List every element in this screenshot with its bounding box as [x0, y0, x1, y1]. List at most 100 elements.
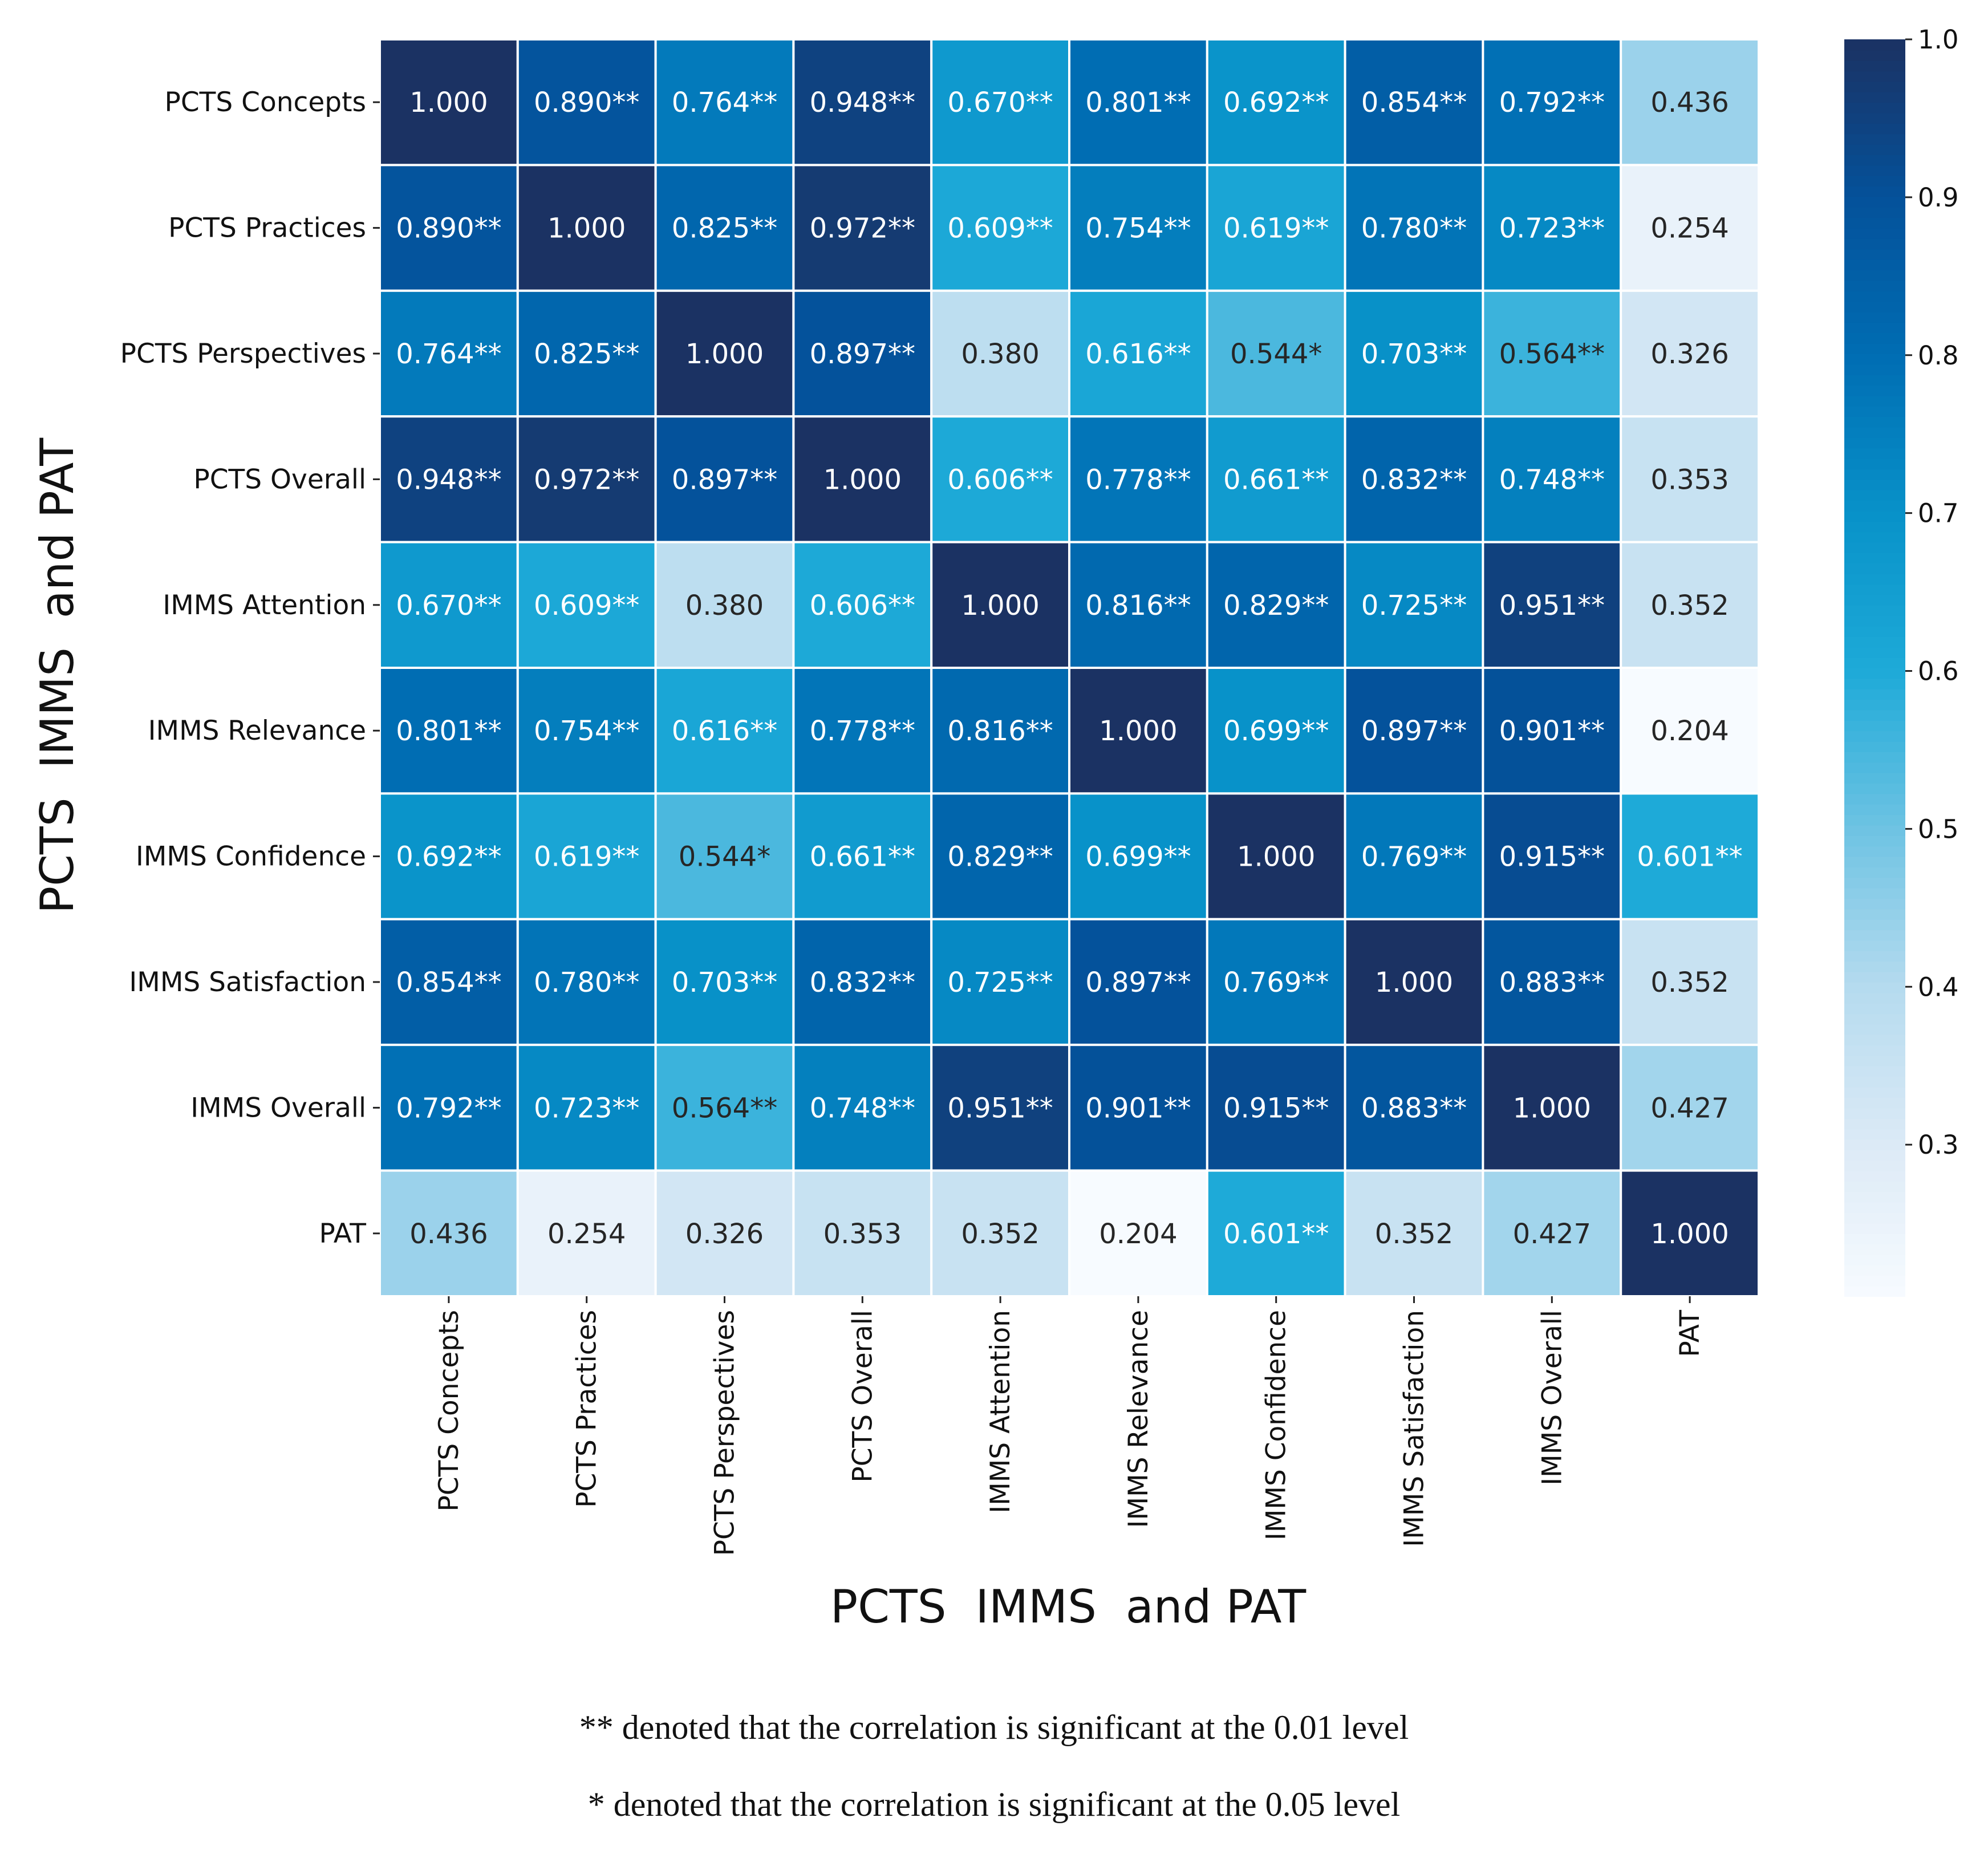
cell-annotation: 0.661** [1223, 464, 1329, 496]
colorbar-segment [1844, 1118, 1905, 1130]
colorbar-segment [1844, 877, 1905, 889]
colorbar-segment [1844, 1191, 1905, 1203]
heatmap-cell [516, 1044, 657, 1172]
heatmap-cell [1068, 918, 1208, 1046]
heatmap-cell [1482, 1169, 1622, 1298]
colorbar-segment [1844, 521, 1905, 533]
heatmap-cell [1482, 792, 1622, 920]
colorbar-segment [1844, 123, 1905, 135]
heatmap-cell [1620, 415, 1760, 543]
colorbar-tick-label: 0.8 [1918, 340, 1959, 371]
colorbar-segment [1844, 1129, 1905, 1140]
cell-annotation: 0.801** [396, 715, 501, 747]
colorbar-segment [1844, 1254, 1905, 1265]
heatmap-cell [516, 164, 657, 292]
x-tick-label: PCTS Overall [847, 1310, 878, 1483]
colorbar-segment [1844, 814, 1905, 826]
heatmap-cell [792, 792, 933, 920]
heatmap-cell [1206, 918, 1346, 1046]
colorbar-segment [1844, 668, 1905, 679]
heatmap-cell [792, 1169, 933, 1298]
heatmap-cell [1206, 1044, 1346, 1172]
heatmap-cell [1206, 1169, 1346, 1298]
cell-annotation: 0.883** [1499, 967, 1605, 999]
cell-annotation: 0.951** [947, 1092, 1053, 1124]
cell-annotation: 0.825** [672, 213, 777, 245]
colorbar-segment [1844, 783, 1905, 794]
colorbar-segment [1844, 1233, 1905, 1245]
colorbar-segment [1844, 678, 1905, 689]
colorbar-segment [1844, 112, 1905, 124]
colorbar-segment [1844, 102, 1905, 113]
heatmap-cell [930, 289, 1070, 418]
cell-annotation: 0.854** [396, 967, 501, 999]
cell-annotation: 0.816** [1085, 590, 1191, 622]
colorbar-segment [1844, 1003, 1905, 1015]
colorbar-segment [1844, 1055, 1905, 1066]
heatmap-cell [1206, 289, 1346, 418]
cell-annotation: 0.703** [672, 967, 777, 999]
colorbar-segment [1844, 584, 1905, 595]
cell-annotation: 0.901** [1085, 1092, 1191, 1124]
colorbar-segment [1844, 532, 1905, 543]
heatmap-cell [1482, 164, 1622, 292]
heatmap-cell [379, 1169, 519, 1298]
colorbar-segment [1844, 563, 1905, 574]
colorbar-tick-label: 0.7 [1918, 498, 1959, 529]
footnote-significance-001: ** denoted that the correlation is signi… [579, 1709, 1409, 1746]
colorbar-tick-label: 0.4 [1918, 972, 1959, 1002]
colorbar-segment [1844, 908, 1905, 920]
colorbar-segment [1844, 793, 1905, 805]
colorbar-segment [1844, 1107, 1905, 1119]
colorbar-segment [1844, 1285, 1905, 1297]
x-tick-label: IMMS Overall [1536, 1310, 1568, 1486]
cell-annotation: 0.601** [1637, 841, 1742, 873]
colorbar-segment [1844, 804, 1905, 816]
heatmap-cell [1620, 289, 1760, 418]
y-tick-label: IMMS Overall [190, 1092, 366, 1123]
colorbar-segment [1844, 887, 1905, 899]
cell-annotation: 0.352 [1650, 967, 1729, 999]
colorbar-segment [1844, 731, 1905, 742]
cell-annotation: 0.748** [1499, 464, 1605, 496]
cell-annotation: 0.670** [396, 590, 501, 622]
cell-annotation: 0.764** [396, 338, 501, 370]
colorbar-segment [1844, 751, 1905, 763]
cell-annotation: 0.723** [534, 1092, 639, 1124]
cell-annotation: 0.609** [947, 213, 1053, 245]
heatmap-cell [379, 38, 519, 167]
cell-annotation: 0.619** [1223, 213, 1329, 245]
cell-annotation: 1.000 [1099, 715, 1177, 747]
cell-annotation: 0.670** [947, 87, 1053, 119]
heatmap-cell [516, 38, 657, 167]
colorbar-segment [1844, 741, 1905, 752]
cell-annotation: 0.901** [1499, 715, 1605, 747]
colorbar-segment [1844, 458, 1905, 470]
colorbar-tick-label: 0.5 [1918, 814, 1959, 844]
colorbar-segment [1844, 647, 1905, 658]
colorbar-segment [1844, 364, 1905, 375]
colorbar-segment [1844, 856, 1905, 867]
y-tick-label: IMMS Relevance [148, 715, 366, 747]
cell-annotation: 0.764** [672, 87, 777, 119]
colorbar-segment [1844, 343, 1905, 354]
heatmap-cell [930, 918, 1070, 1046]
colorbar-segment [1844, 395, 1905, 407]
heatmap-cell [1620, 1169, 1760, 1298]
heatmap-cell [654, 38, 795, 167]
heatmap-cell [1620, 918, 1760, 1046]
heatmap-cell [1482, 1044, 1622, 1172]
colorbar-segment [1844, 155, 1905, 166]
heatmap-cell [792, 1044, 933, 1172]
cell-annotation: 0.427 [1650, 1092, 1729, 1124]
heatmap-cell [1482, 918, 1622, 1046]
cell-annotation: 0.748** [810, 1092, 915, 1124]
cell-annotation: 1.000 [1375, 967, 1453, 999]
heatmap-cell [379, 667, 519, 795]
colorbar-segment [1844, 50, 1905, 61]
colorbar-segment [1844, 196, 1905, 208]
cell-annotation: 0.380 [685, 590, 764, 622]
heatmap-cell [654, 1044, 795, 1172]
cell-annotation: 0.890** [534, 87, 639, 119]
cell-annotation: 0.725** [947, 967, 1053, 999]
